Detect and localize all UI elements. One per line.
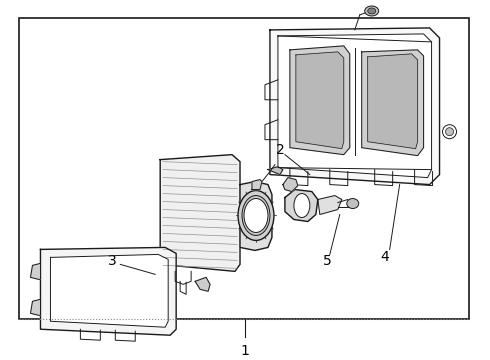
Ellipse shape bbox=[244, 198, 268, 233]
Polygon shape bbox=[268, 167, 283, 175]
Polygon shape bbox=[195, 277, 210, 291]
Polygon shape bbox=[270, 28, 440, 185]
Ellipse shape bbox=[442, 125, 457, 139]
Text: 3: 3 bbox=[108, 255, 117, 269]
Polygon shape bbox=[368, 54, 417, 149]
Polygon shape bbox=[50, 255, 168, 327]
Ellipse shape bbox=[242, 195, 270, 235]
Ellipse shape bbox=[238, 190, 274, 240]
Ellipse shape bbox=[445, 128, 454, 136]
Bar bbox=[19, 18, 469, 319]
Polygon shape bbox=[283, 177, 298, 192]
Polygon shape bbox=[362, 50, 423, 156]
Text: 5: 5 bbox=[323, 255, 332, 269]
Polygon shape bbox=[318, 195, 342, 215]
Ellipse shape bbox=[294, 194, 310, 217]
Text: 1: 1 bbox=[241, 344, 249, 358]
Ellipse shape bbox=[365, 6, 379, 16]
Polygon shape bbox=[285, 190, 318, 221]
Ellipse shape bbox=[347, 198, 359, 208]
Polygon shape bbox=[296, 52, 344, 149]
Polygon shape bbox=[252, 180, 262, 190]
Text: 4: 4 bbox=[380, 251, 389, 264]
Polygon shape bbox=[278, 34, 432, 177]
Polygon shape bbox=[160, 155, 240, 271]
Text: 2: 2 bbox=[275, 143, 284, 157]
Polygon shape bbox=[290, 46, 350, 155]
Polygon shape bbox=[41, 247, 176, 335]
Polygon shape bbox=[30, 299, 41, 315]
Ellipse shape bbox=[368, 8, 376, 14]
Polygon shape bbox=[30, 264, 41, 279]
Polygon shape bbox=[240, 181, 272, 251]
